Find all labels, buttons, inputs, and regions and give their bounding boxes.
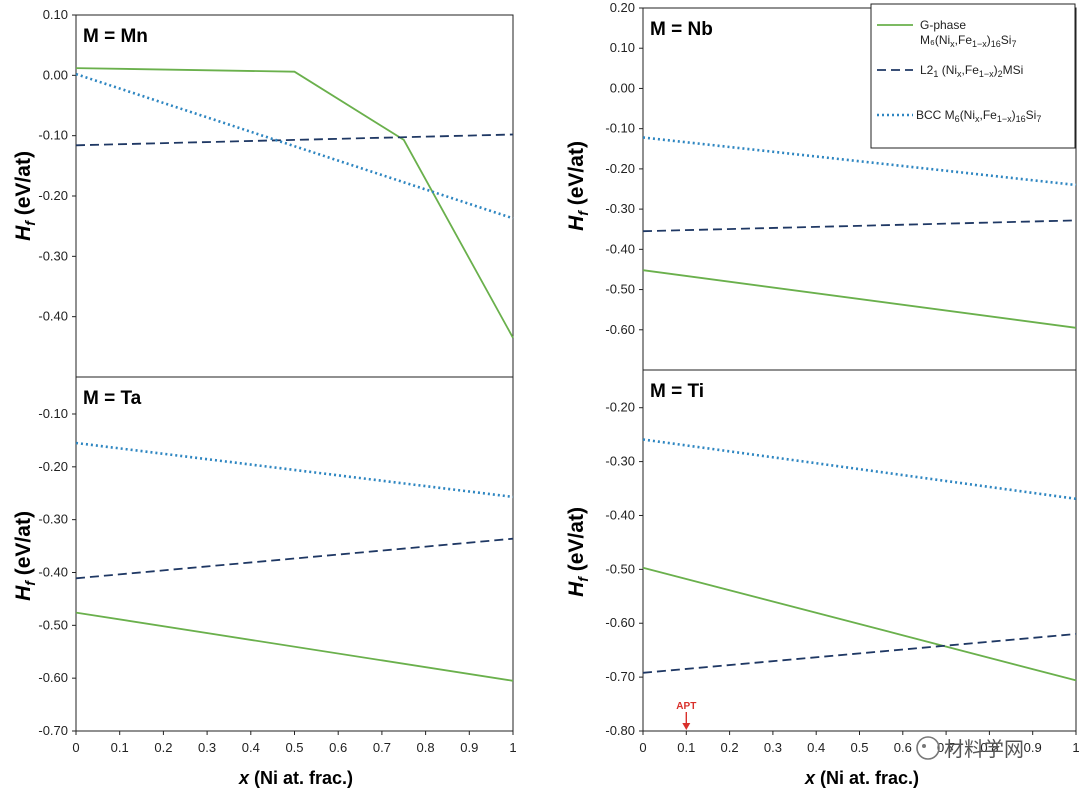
y-tick-label: -0.30	[38, 248, 68, 263]
svg-text:Hf (eV/at): Hf (eV/at)	[565, 141, 591, 231]
y-axis-label-right-bottom: Hf (eV/at)	[565, 507, 591, 597]
y-tick-label: -0.80	[605, 723, 635, 738]
watermark-logo-dot-icon	[922, 744, 926, 748]
series-line-l21	[642, 633, 1077, 674]
series-line-g-phase	[75, 67, 514, 339]
annotation-label: APT	[676, 701, 696, 712]
y-tick-label: -0.60	[605, 322, 635, 337]
x-tick-label: 0.4	[242, 740, 260, 755]
y-tick-label: -0.30	[605, 201, 635, 216]
x-tick-label: 0.1	[677, 740, 695, 755]
x-tick-label: 0.7	[373, 740, 391, 755]
y-tick-label: -0.10	[38, 406, 68, 421]
panel-title: M = Ta	[83, 388, 142, 409]
x-tick-label: 0.3	[198, 740, 216, 755]
x-tick-label: 0	[72, 740, 79, 755]
x-axis-label-right: x (Ni at. frac.)	[804, 768, 919, 788]
y-tick-label: -0.40	[605, 507, 635, 522]
svg-text:Hf (eV/at): Hf (eV/at)	[565, 507, 591, 597]
series-line-l21	[642, 219, 1077, 233]
series-line-g-phase	[642, 566, 1077, 682]
x-tick-label: 0	[639, 740, 646, 755]
y-tick-label: -0.10	[38, 128, 68, 143]
x-tick-label: 1	[1072, 740, 1079, 755]
svg-text:Hf (eV/at): Hf (eV/at)	[12, 151, 38, 241]
x-tick-label: 0.5	[285, 740, 303, 755]
y-tick-label: 0.10	[43, 7, 68, 22]
x-tick-label: 0.9	[460, 740, 478, 755]
plot-area-frame	[75, 376, 514, 732]
legend-box	[870, 3, 1076, 149]
y-tick-label: -0.30	[605, 454, 635, 469]
y-tick-label: -0.20	[38, 188, 68, 203]
y-axis-label-left-top: Hf (eV/at)	[12, 151, 38, 241]
watermark: 材料学网	[916, 736, 1024, 761]
y-tick-label: 0.00	[610, 80, 635, 95]
y-tick-label: -0.50	[38, 617, 68, 632]
y-tick-label: -0.50	[605, 561, 635, 576]
y-tick-label: -0.50	[605, 282, 635, 297]
watermark-text: 材料学网	[944, 737, 1024, 761]
y-tick-label: -0.30	[38, 512, 68, 527]
series-line-l21	[75, 133, 514, 147]
legend: G-phase M₆(Nix,Fe1−x)16Si7 L21 (Nix,Fe1−…	[870, 3, 1076, 149]
panel-3: -0.10 -0.20 -0.30 -0.40 -0.50 -0.60 -0.70 0 0.1 0…	[38, 376, 517, 755]
x-tick-label: 1	[509, 740, 516, 755]
y-tick-label: -0.20	[605, 161, 635, 176]
panels: 0.100.00-0.10-0.20-0.30-0.40M = Mn0.200.…	[38, 0, 1079, 755]
series-line-bcc	[75, 72, 514, 220]
legend-label-bcc: BCC M6(Nix,Fe1−x)16Si7	[916, 108, 1041, 124]
legend-formula-g-phase: M₆(Nix,Fe1−x)16Si7	[920, 33, 1016, 49]
x-axis-label-left: x (Ni at. frac.)	[238, 768, 353, 788]
y-tick-label: -0.40	[38, 309, 68, 324]
plot-area-frame	[642, 369, 1077, 732]
y-tick-label: -0.20	[605, 400, 635, 415]
y-tick-label: -0.60	[605, 615, 635, 630]
x-tick-label: 0.8	[980, 740, 998, 755]
series-line-l21	[75, 537, 514, 580]
x-tick-label: 0.6	[329, 740, 347, 755]
x-tick-label: 0.6	[894, 740, 912, 755]
y-tick-label: -0.70	[38, 723, 68, 738]
x-tick-label: 0.2	[154, 740, 172, 755]
y-tick-label: -0.70	[605, 669, 635, 684]
y-tick-label: 0.20	[610, 0, 635, 15]
y-axis-label-left-bottom: Hf (eV/at)	[12, 511, 38, 601]
x-tick-label: 0.7	[937, 740, 955, 755]
y-tick-label: -0.60	[38, 670, 68, 685]
panel-title: M = Mn	[83, 26, 148, 47]
y-axis-label-right-top: Hf (eV/at)	[565, 141, 591, 231]
y-tick-label: -0.20	[38, 459, 68, 474]
watermark-logo-icon	[916, 736, 940, 760]
legend-label-g-phase: G-phase	[920, 18, 966, 32]
x-tick-label: 0.5	[850, 740, 868, 755]
series-line-g-phase	[75, 611, 514, 682]
x-tick-label: 0.1	[111, 740, 129, 755]
y-tick-label: 0.00	[43, 67, 68, 82]
svg-text:Hf (eV/at): Hf (eV/at)	[12, 511, 38, 601]
panel-title: M = Ti	[650, 381, 704, 402]
legend-label-l21: L21 (Nix,Fe1−x)2MSi	[920, 63, 1023, 79]
x-tick-label: 0.4	[807, 740, 825, 755]
y-tick-label: 0.10	[610, 40, 635, 55]
x-tick-label: 0.8	[417, 740, 435, 755]
y-tick-label: -0.10	[605, 121, 635, 136]
panel-4: -0.20 -0.30 -0.40 -0.50 -0.60 -0.70 -0.80 0 0.1 0…	[605, 369, 1080, 755]
series-line-bcc	[642, 438, 1077, 501]
y-tick-label: -0.40	[605, 241, 635, 256]
y-tick-label: -0.40	[38, 564, 68, 579]
annotation-arrowhead-icon	[682, 723, 691, 730]
x-tick-label: 0.9	[1024, 740, 1042, 755]
series-line-bcc	[75, 441, 514, 499]
panel-1: 0.10 0.00 -0.10 -0.20 -0.30 -0.40 M = Mn	[38, 7, 514, 378]
x-tick-label: 0.2	[721, 740, 739, 755]
panel-title: M = Nb	[650, 19, 713, 40]
series-line-g-phase	[642, 269, 1077, 329]
x-tick-label: 0.3	[764, 740, 782, 755]
